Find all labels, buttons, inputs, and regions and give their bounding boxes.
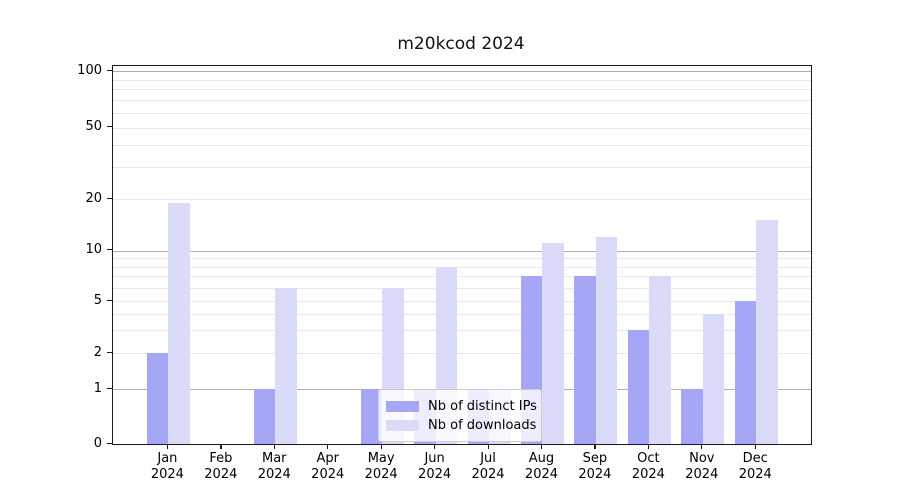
plot-area: [112, 65, 812, 445]
x-tick-mark-aug: [540, 444, 543, 449]
bar-downloads-sep: [595, 236, 618, 444]
gridline-minor-2: [113, 353, 811, 354]
legend: Nb of distinct IPs Nb of downloads: [378, 389, 542, 442]
x-tick-year-aug: 2024: [524, 467, 559, 482]
x-tick-year-nov: 2024: [685, 467, 719, 482]
gridline-minor-70: [113, 100, 811, 102]
x-tick-mark-feb: [220, 444, 222, 449]
y-tick-label-50: 50: [85, 119, 102, 134]
x-tick-year-jan: 2024: [150, 467, 184, 482]
legend-swatch-downloads: [386, 419, 419, 431]
gridline-major-10: [113, 250, 811, 252]
x-tick-year-jun: 2024: [418, 467, 452, 482]
y-tick-mark-50: [107, 126, 112, 128]
bar-downloads-aug: [542, 243, 564, 444]
x-tick-year-feb: 2024: [204, 467, 238, 482]
gridline-minor-5: [113, 301, 811, 302]
x-tick-mark-jul: [487, 444, 489, 449]
bar-downloads-jan: [168, 202, 190, 444]
gridline-minor-9: [113, 258, 811, 260]
x-tick-year-mar: 2024: [257, 467, 291, 482]
gridline-minor-8: [113, 266, 811, 268]
y-tick-mark-5: [107, 299, 112, 301]
legend-swatch-distinct-ips: [386, 400, 419, 412]
x-tick-label-feb: Feb 2024: [191, 451, 251, 483]
x-tick-label-sep: Sep 2024: [565, 451, 625, 483]
chart-title: m20kcod 2024: [397, 34, 525, 54]
x-tick-mark-dec: [754, 444, 756, 449]
x-tick-year-jul: 2024: [471, 467, 505, 482]
bar-downloads-dec: [756, 220, 778, 444]
x-tick-mark-may: [380, 444, 382, 449]
x-tick-label-jun: Jun 2024: [405, 451, 465, 483]
bar-distinct-ips-oct: [627, 329, 650, 444]
bar-downloads-mar: [275, 287, 297, 444]
y-tick-label-10: 10: [85, 242, 102, 257]
y-tick-mark-0: [107, 442, 112, 444]
x-tick-year-oct: 2024: [631, 467, 665, 482]
gridline-minor-60: [113, 112, 811, 114]
x-tick-label-dec: Dec 2024: [725, 451, 785, 483]
y-tick-label-5: 5: [93, 292, 102, 308]
y-tick-mark-2: [107, 351, 112, 353]
x-tick-mark-jan: [166, 444, 169, 449]
y-tick-mark-1: [107, 387, 112, 389]
x-tick-mark-sep: [594, 444, 596, 449]
y-tick-label-20: 20: [85, 190, 102, 206]
x-tick-mark-nov: [701, 444, 703, 449]
y-tick-mark-20: [107, 197, 112, 199]
x-tick-mark-jun: [434, 444, 436, 449]
x-tick-year-dec: 2024: [738, 467, 772, 482]
gridline-minor-3: [113, 329, 811, 331]
x-tick-label-mar: Mar 2024: [244, 451, 304, 483]
x-tick-label-jul: Jul 2024: [458, 451, 518, 483]
bar-distinct-ips-dec: [734, 301, 757, 444]
y-tick-mark-100: [107, 69, 112, 71]
y-tick-label-0: 0: [93, 435, 102, 451]
gridline-minor-80: [113, 89, 811, 91]
y-tick-mark-10: [107, 249, 112, 251]
x-tick-mark-mar: [273, 444, 275, 449]
x-tick-mark-oct: [647, 444, 650, 449]
gridline-minor-20: [113, 199, 811, 200]
legend-label-distinct-ips: Nb of distinct IPs: [428, 398, 537, 414]
legend-item-downloads: Nb of downloads: [386, 416, 537, 434]
bar-downloads-oct: [649, 276, 671, 444]
y-tick-label-100: 100: [77, 62, 102, 78]
x-tick-label-oct: Oct 2024: [618, 451, 678, 483]
gridline-major-100: [113, 71, 811, 72]
x-tick-year-sep: 2024: [578, 467, 612, 482]
x-tick-label-jan: Jan 2024: [137, 451, 197, 483]
gridline-minor-50: [113, 127, 811, 129]
bar-distinct-ips-jan: [146, 353, 169, 444]
x-tick-label-nov: Nov 2024: [672, 451, 732, 483]
gridline-minor-4: [113, 313, 811, 315]
bar-distinct-ips-nov: [681, 389, 703, 444]
gridline-minor-40: [113, 144, 811, 146]
gridline-minor-90: [113, 79, 811, 81]
x-tick-label-apr: Apr 2024: [298, 451, 358, 483]
x-tick-year-may: 2024: [364, 467, 398, 482]
y-tick-label-2: 2: [93, 344, 102, 360]
gridline-minor-6: [113, 287, 811, 289]
bar-downloads-nov: [702, 313, 725, 444]
bar-distinct-ips-mar: [253, 389, 276, 444]
y-tick-label-1: 1: [93, 380, 102, 396]
legend-item-distinct-ips: Nb of distinct IPs: [386, 397, 537, 415]
x-tick-year-apr: 2024: [311, 467, 345, 482]
x-tick-label-may: May 2024: [351, 451, 411, 483]
x-tick-label-aug: Aug 2024: [511, 451, 571, 483]
legend-label-downloads: Nb of downloads: [428, 417, 537, 433]
gridline-minor-7: [113, 276, 811, 278]
gridline-minor-30: [113, 167, 811, 169]
bar-distinct-ips-sep: [574, 276, 596, 444]
bar-distinct-ips-may: [360, 389, 383, 444]
x-tick-mark-apr: [327, 444, 329, 449]
